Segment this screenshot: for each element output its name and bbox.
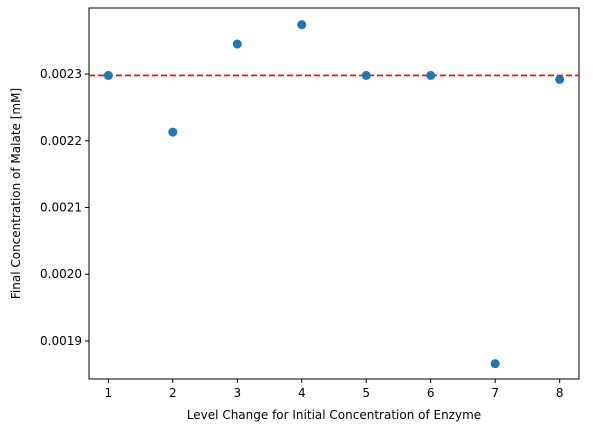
y-tick-label: 0.0021 [40, 201, 82, 215]
x-tick-label: 1 [105, 386, 113, 400]
x-tick-label: 8 [556, 386, 564, 400]
y-tick-label: 0.0020 [40, 267, 82, 281]
data-point [426, 70, 436, 80]
axes-frame [88, 7, 580, 380]
points [103, 20, 565, 369]
plot-area: 1 2 3 4 5 6 7 8 0.0019 0.0020 0.0021 0.0022 0.0023 [40, 7, 580, 400]
ticks: 1 2 3 4 5 6 7 8 0.0019 0.0020 0.0021 0.0022 0.0023 [40, 67, 563, 400]
y-axis-label: Final Concentration of Malate [mM] [9, 88, 23, 299]
y-tick-label: 0.0022 [40, 134, 82, 148]
data-point [490, 359, 500, 369]
y-tick-label: 0.0023 [40, 67, 82, 81]
data-point [103, 70, 113, 80]
y-tick-label: 0.0019 [40, 334, 82, 348]
x-tick-label: 2 [169, 386, 177, 400]
x-tick-label: 6 [427, 386, 435, 400]
data-point [297, 20, 307, 30]
data-point [555, 74, 565, 84]
x-tick-label: 4 [298, 386, 306, 400]
x-tick-label: 5 [362, 386, 370, 400]
x-axis-label: Level Change for Initial Concentration o… [187, 408, 481, 422]
x-tick-label: 3 [233, 386, 241, 400]
data-point [361, 70, 371, 80]
x-tick-label: 7 [491, 386, 499, 400]
data-point [232, 39, 242, 49]
data-point [168, 127, 178, 137]
